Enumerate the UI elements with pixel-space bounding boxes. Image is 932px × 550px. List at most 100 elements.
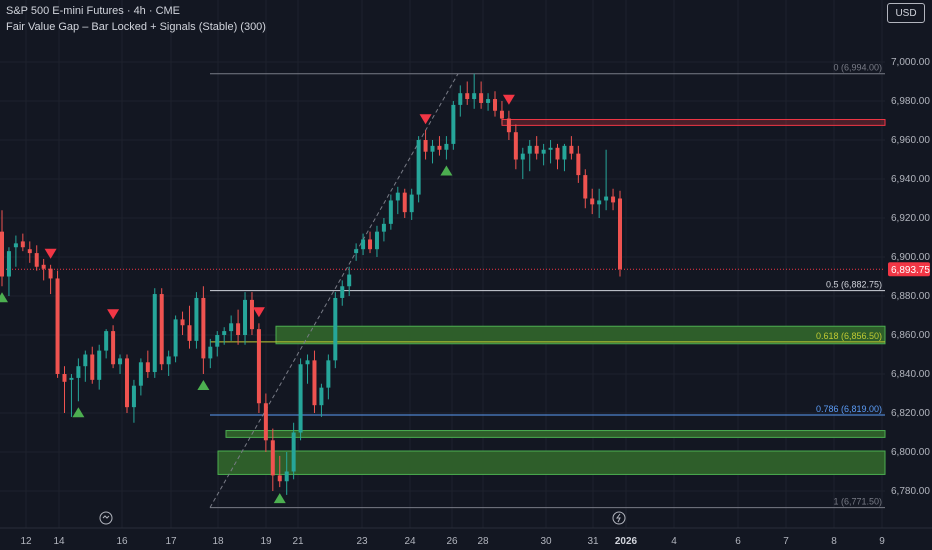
candle-body xyxy=(458,93,463,105)
candle-body xyxy=(381,223,386,232)
candle-body xyxy=(562,145,567,160)
candle-body xyxy=(55,278,60,374)
candle-body xyxy=(513,132,518,160)
sell-signal-icon xyxy=(252,307,265,318)
candle-body xyxy=(159,294,164,365)
candle-body xyxy=(97,350,102,380)
price-tick-label: 6,880.00 xyxy=(891,291,930,302)
candle-body xyxy=(416,140,421,195)
indicator-title: Fair Value Gap – Bar Locked + Signals (S… xyxy=(6,21,266,33)
lightning-icon xyxy=(616,513,621,523)
signal-markers xyxy=(0,94,515,504)
candle-body xyxy=(340,286,345,298)
price-tick-label: 6,840.00 xyxy=(891,369,930,380)
candle-body xyxy=(395,192,400,201)
candle-body xyxy=(506,118,511,133)
buy-signal-icon xyxy=(197,380,210,390)
candle-body xyxy=(187,325,192,341)
fib-label: 0.618 (6,856.50) xyxy=(816,331,882,341)
candle-body xyxy=(215,335,220,347)
time-tick-label: 8 xyxy=(831,536,837,547)
candle-body xyxy=(263,403,268,441)
price-axis[interactable]: 6,780.00 6,800.00 6,820.00 6,840.00 6,860.00… xyxy=(888,57,930,497)
candle-body xyxy=(236,323,241,335)
price-tick-label: 6,940.00 xyxy=(891,174,930,185)
candle-body xyxy=(152,294,157,373)
price-tick-label: 6,980.00 xyxy=(891,96,930,107)
sell-signal-icon xyxy=(419,114,432,125)
buy-signal-icon xyxy=(440,165,453,176)
buy-signal-icon xyxy=(72,407,85,418)
fvg-zone-bearish xyxy=(501,119,886,126)
time-tick-label: 18 xyxy=(212,536,224,547)
candle-body xyxy=(465,93,470,100)
candle-body xyxy=(451,104,456,144)
time-tick-label: 16 xyxy=(116,536,128,547)
time-tick-label: 17 xyxy=(165,536,177,547)
fib-label: 1 (6,771.50) xyxy=(833,497,882,507)
candle-body xyxy=(48,268,53,279)
time-tick-label: 14 xyxy=(53,536,65,547)
candle-body xyxy=(555,147,560,160)
candle-body xyxy=(354,249,359,254)
sell-signal-icon xyxy=(44,248,57,259)
candle-body xyxy=(604,196,609,201)
candle-body xyxy=(34,253,39,267)
candle-body xyxy=(437,145,442,150)
candle-body xyxy=(277,475,282,482)
price-tick-label: 6,820.00 xyxy=(891,408,930,419)
candle-body xyxy=(541,149,546,154)
candle-body xyxy=(618,198,622,270)
symbol-title: S&P 500 E-mini Futures · 4h · CME xyxy=(6,5,181,17)
candle-body xyxy=(20,241,25,248)
candle-body xyxy=(249,299,254,330)
candle-body xyxy=(124,358,129,408)
time-tick-label: 9 xyxy=(879,536,885,547)
candle-body xyxy=(104,331,109,351)
candle-body xyxy=(319,387,324,406)
candle-body xyxy=(222,331,227,335)
fibonacci-levels: 0 (6,994.00) 0.5 (6,882.75) 0.618 (6,856.5… xyxy=(0,63,885,509)
candle-body xyxy=(13,243,18,248)
time-tick-label: 23 xyxy=(356,536,368,547)
candle-body xyxy=(180,319,185,326)
candle-body xyxy=(194,297,199,341)
candle-body xyxy=(423,140,428,152)
candle-body xyxy=(131,385,136,408)
time-tick-label: 6 xyxy=(735,536,741,547)
price-tick-label: 6,860.00 xyxy=(891,330,930,341)
time-tick-label: 21 xyxy=(292,536,304,547)
fib-label: 0.5 (6,882.75) xyxy=(826,280,882,290)
candle-body xyxy=(590,198,595,205)
candle-body xyxy=(298,364,303,433)
fair-value-gap-zones xyxy=(217,119,886,475)
candle-body xyxy=(486,99,491,103)
candle-body xyxy=(312,360,317,406)
candle-body xyxy=(243,299,248,335)
candle-body xyxy=(305,360,310,365)
candle-body xyxy=(291,432,296,472)
candle-body xyxy=(76,366,81,378)
candle-body xyxy=(361,239,366,250)
time-axis[interactable]: 12 14 16 17 18 19 21 23 24 26 28 30 31 2026 4 6 7 8 9 xyxy=(0,527,932,547)
candle-body xyxy=(83,354,88,367)
candle-body xyxy=(347,274,352,287)
time-tick-label: 2026 xyxy=(615,536,638,547)
grid-lines xyxy=(0,0,885,528)
candle-body xyxy=(0,231,4,277)
candlesticks xyxy=(0,73,622,495)
time-tick-label: 4 xyxy=(671,536,677,547)
time-tick-label: 30 xyxy=(540,536,552,547)
event-marker-icon xyxy=(99,511,113,525)
candle-body xyxy=(583,175,588,199)
candle-body xyxy=(569,145,574,154)
candle-body xyxy=(326,360,331,388)
candle-body xyxy=(548,147,553,150)
candle-body xyxy=(284,471,289,482)
currency-button[interactable]: USD xyxy=(887,3,925,23)
candle-body xyxy=(69,377,74,380)
candle-body xyxy=(430,145,435,152)
fvg-zone-bullish xyxy=(275,325,886,345)
candle-body xyxy=(256,329,261,404)
